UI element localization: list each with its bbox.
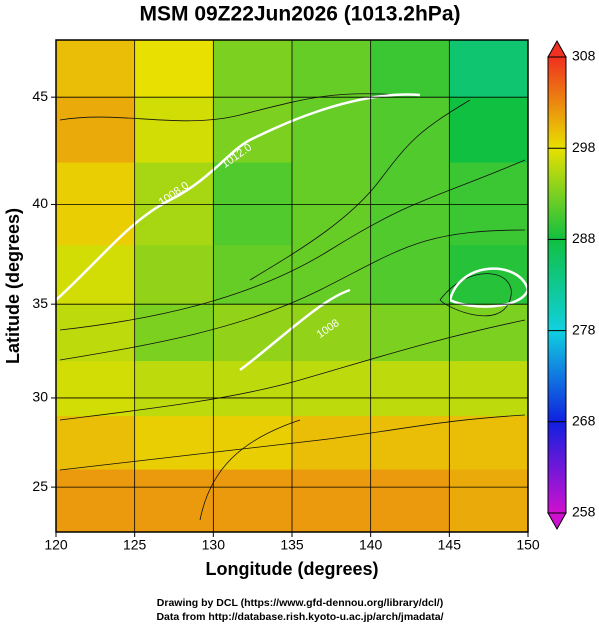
field-cell: [292, 97, 372, 164]
field-cell: [370, 304, 450, 362]
streamline: [439, 273, 512, 317]
colorbar-tick-label: 278: [572, 321, 596, 337]
streamline: [199, 419, 301, 521]
x-tick-label: 120: [44, 537, 68, 553]
streamline: [59, 229, 526, 361]
field-cell: [134, 97, 214, 164]
field-cell: [134, 40, 214, 98]
field-cell: [449, 416, 528, 471]
x-tick-label: 125: [123, 537, 147, 553]
field-cell: [370, 469, 450, 532]
x-tick-label: 145: [438, 537, 462, 553]
field-cell: [449, 361, 528, 417]
plot-frame: [55, 39, 529, 533]
credit: Data from http://database.rish.kyoto-u.a…: [156, 611, 443, 623]
field-cell: [56, 416, 136, 471]
field-cell: [449, 304, 528, 362]
field-cell: [134, 469, 214, 532]
field-cell: [134, 304, 214, 362]
field-cell: [292, 361, 372, 417]
field-cell: [292, 469, 372, 532]
y-axis-label: Latitude (degrees): [3, 208, 23, 364]
streamlines: [59, 93, 526, 521]
streamline: [59, 159, 526, 331]
x-tick-label: 140: [359, 537, 383, 553]
field-cell: [213, 97, 293, 164]
field-cell: [56, 40, 136, 98]
field-cell: [134, 245, 214, 305]
field-cell: [292, 304, 372, 362]
field-cell: [292, 40, 372, 98]
colorbar-tick-label: 258: [572, 504, 596, 520]
field-cell: [449, 469, 528, 532]
streamline: [249, 99, 471, 281]
colorbar-extend: [547, 39, 567, 58]
colorbar-extend: [547, 512, 567, 531]
field-cell: [56, 304, 136, 362]
field-cell: [213, 361, 293, 417]
field-cell: [56, 361, 136, 417]
streamline: [59, 414, 526, 471]
x-axis-label: Longitude (degrees): [205, 559, 378, 579]
field-cell: [370, 245, 450, 305]
streamline: [59, 319, 526, 421]
field-cell: [370, 416, 450, 471]
y-tick-label: 40: [32, 195, 48, 211]
y-tick-label: 30: [32, 389, 48, 405]
field-cell: [370, 40, 450, 98]
y-tick-label: 25: [32, 478, 48, 494]
colorbar-tick-label: 298: [572, 139, 596, 155]
x-tick-label: 150: [516, 537, 540, 553]
field-cell: [134, 361, 214, 417]
colorbar-tick-label: 288: [572, 230, 596, 246]
field-cell: [213, 245, 293, 305]
colorbar-tick-label: 268: [572, 413, 596, 429]
field-cell: [292, 416, 372, 471]
colorbar-tick-label: 308: [572, 48, 596, 64]
field-cell: [449, 97, 528, 164]
x-tick-label: 135: [280, 537, 304, 553]
field-cell: [56, 245, 136, 305]
field-cell: [213, 416, 293, 471]
chart-title: MSM 09Z22Jun2026 (1013.2hPa): [140, 3, 461, 26]
y-tick-label: 45: [32, 88, 48, 104]
credit: Drawing by DCL (https://www.gfd-dennou.o…: [157, 597, 443, 609]
field-cell: [56, 97, 136, 164]
field-cell: [213, 40, 293, 98]
streamline: [59, 93, 401, 122]
y-tick-label: 35: [32, 295, 48, 311]
field-cell: [134, 416, 214, 471]
colorbar: [547, 56, 567, 514]
x-tick-label: 130: [202, 537, 226, 553]
field-cell: [213, 304, 293, 362]
contour-line: [56, 93, 421, 301]
field-cell: [213, 469, 293, 532]
field-cell: [370, 97, 450, 164]
field-cell: [449, 40, 528, 98]
field-cell: [370, 361, 450, 417]
field: [56, 40, 528, 532]
field-cell: [292, 245, 372, 305]
contour-line: [239, 288, 351, 371]
field-cell: [56, 469, 136, 532]
